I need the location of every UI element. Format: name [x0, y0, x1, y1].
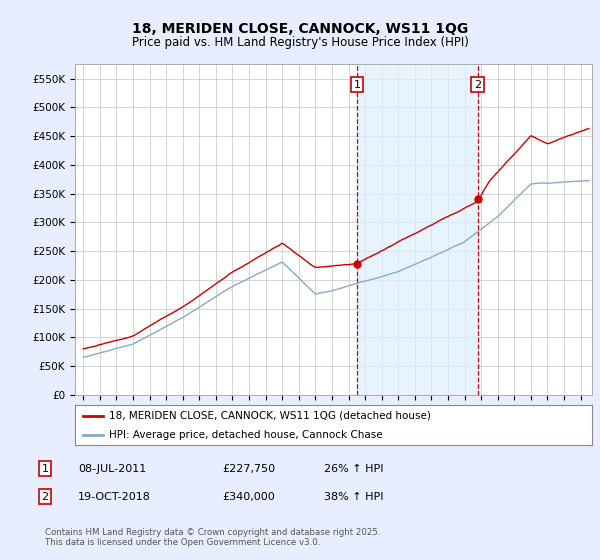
- Bar: [357, 64, 478, 395]
- Text: 2: 2: [41, 492, 49, 502]
- Text: 18, MERIDEN CLOSE, CANNOCK, WS11 1QG (detached house): 18, MERIDEN CLOSE, CANNOCK, WS11 1QG (de…: [109, 411, 430, 421]
- Text: HPI: Average price, detached house, Cannock Chase: HPI: Average price, detached house, Cann…: [109, 430, 382, 440]
- Text: 26% ↑ HPI: 26% ↑ HPI: [324, 464, 383, 474]
- Text: 1: 1: [41, 464, 49, 474]
- Text: 08-JUL-2011: 08-JUL-2011: [78, 464, 146, 474]
- Text: 1: 1: [353, 80, 361, 90]
- Text: Contains HM Land Registry data © Crown copyright and database right 2025.
This d: Contains HM Land Registry data © Crown c…: [45, 528, 380, 547]
- Text: 19-OCT-2018: 19-OCT-2018: [78, 492, 151, 502]
- Text: £340,000: £340,000: [222, 492, 275, 502]
- Text: Price paid vs. HM Land Registry's House Price Index (HPI): Price paid vs. HM Land Registry's House …: [131, 36, 469, 49]
- Text: £227,750: £227,750: [222, 464, 275, 474]
- Text: 38% ↑ HPI: 38% ↑ HPI: [324, 492, 383, 502]
- Text: 18, MERIDEN CLOSE, CANNOCK, WS11 1QG: 18, MERIDEN CLOSE, CANNOCK, WS11 1QG: [132, 22, 468, 36]
- Text: 2: 2: [474, 80, 481, 90]
